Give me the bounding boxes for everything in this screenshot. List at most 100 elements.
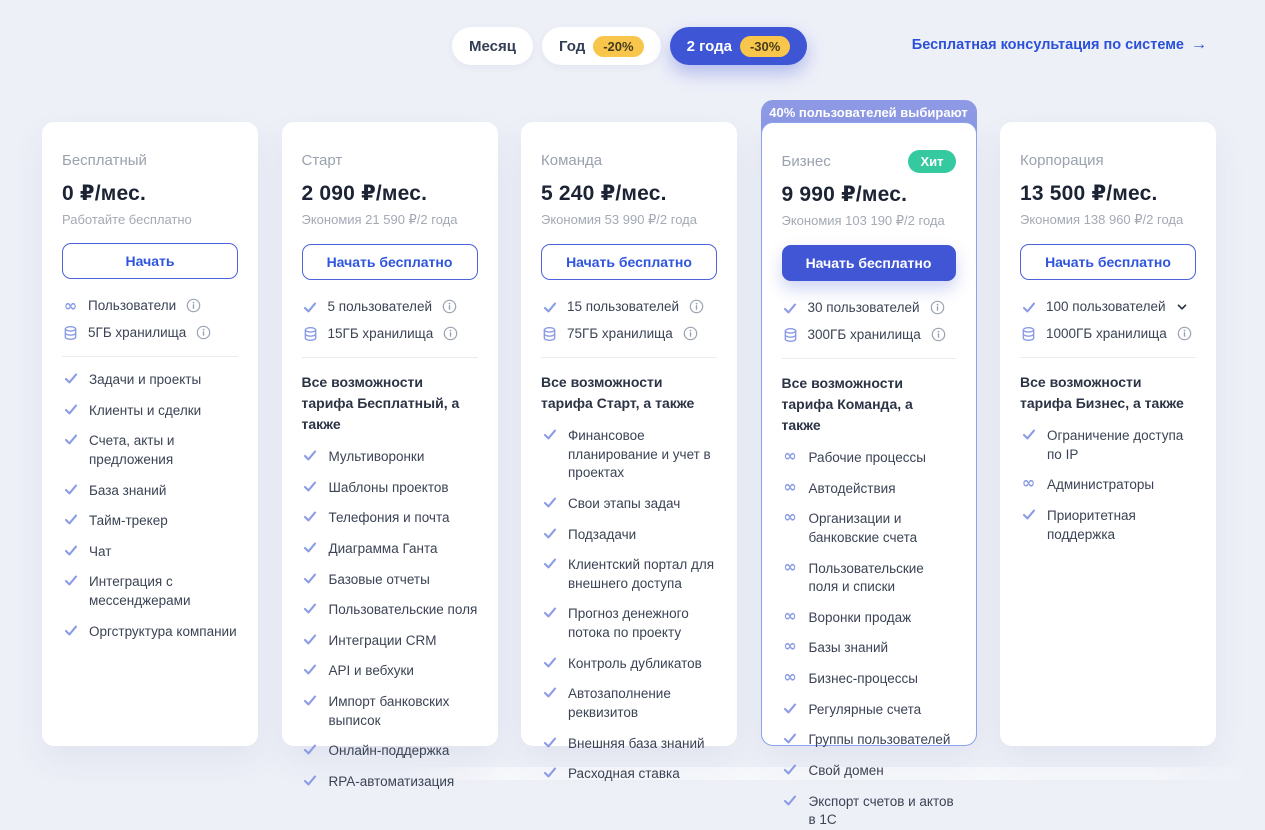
plan-cta-button[interactable]: Начать бесплатно — [781, 245, 956, 281]
divider — [301, 357, 478, 358]
info-icon[interactable] — [931, 327, 946, 342]
resource-trailing[interactable] — [442, 299, 457, 314]
feature-label: Мультиворонки — [328, 449, 425, 464]
plan-cta-button[interactable]: Начать бесплатно — [1020, 244, 1196, 280]
feature-item: Прогноз денежного потока по проекту — [541, 605, 717, 642]
feature-label: Импорт банковских выписок — [328, 694, 450, 728]
resource-icon-col — [62, 324, 79, 341]
database-icon — [63, 325, 78, 341]
plan-card-corporation: Корпорация 13 500 ₽/мес. Экономия 138 96… — [1000, 122, 1216, 746]
info-icon[interactable] — [442, 299, 457, 314]
feature-label: Прогноз денежного потока по проекту — [568, 606, 689, 640]
billing-option-two-years[interactable]: 2 года -30% — [669, 27, 808, 65]
features-list: ∞ Рабочие процессы ∞ Автодействия ∞ Организац… — [782, 448, 956, 830]
features-header: Все возможности тарифа Бизнес, а также — [1020, 374, 1184, 411]
resource-trailing[interactable] — [1176, 301, 1188, 313]
check-icon — [303, 663, 317, 676]
feature-item: Внешняя база знаний — [541, 735, 717, 754]
feature-icon-col — [541, 685, 558, 722]
plan-cta-button[interactable]: Начать бесплатно — [301, 244, 478, 280]
info-icon[interactable] — [196, 325, 211, 340]
feature-icon-col — [302, 479, 319, 498]
feature-label: Клиенты и сделки — [89, 402, 202, 418]
resource-icon-col — [782, 301, 799, 315]
resource-trailing[interactable] — [931, 327, 946, 342]
check-icon — [64, 483, 78, 496]
consult-link[interactable]: Бесплатная консультация по системе → — [911, 37, 1207, 54]
feature-label: Базовые отчеты — [328, 571, 430, 587]
check-icon — [303, 301, 317, 314]
plan-head: Бесплатный — [62, 147, 238, 173]
feature-item: Группы пользователей — [782, 731, 956, 750]
plans-row: Бесплатный 0 ₽/мес. Работайте бесплатно … — [42, 100, 1216, 827]
resource-trailing[interactable] — [186, 298, 201, 313]
resource-icon-col — [302, 300, 319, 314]
check-icon — [1022, 301, 1036, 314]
feature-label: Онлайн-поддержка — [328, 743, 450, 759]
feature-label: Приоритетная поддержка — [1047, 507, 1136, 542]
info-icon[interactable] — [1177, 326, 1192, 341]
resource-label: 100 пользователей — [1046, 299, 1166, 314]
feature-icon-col: ∞ — [782, 638, 799, 658]
plan-cta-button[interactable]: Начать бесплатно — [541, 244, 717, 280]
resource-trailing[interactable] — [196, 325, 211, 340]
check-icon — [543, 686, 557, 699]
feature-icon-col — [782, 762, 799, 781]
feature-label: Интеграции CRM — [328, 632, 437, 648]
resource-trailing[interactable] — [930, 300, 945, 315]
plan-name: Старт — [301, 151, 343, 169]
resource-trailing[interactable] — [1177, 326, 1192, 341]
info-icon[interactable] — [689, 299, 704, 314]
feature-item: ∞ Автодействия — [782, 478, 956, 499]
feature-label: Контроль дубликатов — [568, 655, 702, 671]
feature-label: Рабочие процессы — [808, 450, 926, 465]
feature-label: Интеграция с мессенджерами — [89, 574, 191, 608]
billing-option-month[interactable]: Месяц — [452, 27, 533, 65]
plan-subtitle: Экономия 138 960 ₽/2 года — [1020, 212, 1184, 227]
feature-label: База знаний — [89, 482, 167, 498]
info-icon[interactable] — [930, 300, 945, 315]
feature-label: Телефония и почта — [328, 510, 450, 526]
info-icon[interactable] — [186, 298, 201, 313]
resource-row: 15ГБ хранилища — [302, 325, 478, 342]
check-icon — [783, 302, 797, 315]
plan-subtitle: Экономия 103 190 ₽/2 года — [781, 213, 945, 228]
resource-trailing[interactable] — [689, 299, 704, 314]
feature-icon-col — [541, 655, 558, 674]
plan-name: Команда — [541, 151, 603, 169]
check-icon — [303, 694, 317, 707]
check-icon — [64, 403, 78, 416]
feature-icon-col — [1020, 507, 1037, 544]
resource-label: 15 пользователей — [567, 299, 679, 314]
feature-icon-col: ∞ — [782, 478, 799, 499]
chevron-down-icon[interactable] — [1176, 301, 1188, 313]
features-header: Все возможности тарифа Команда, а также — [781, 375, 913, 433]
database-icon — [1021, 326, 1036, 342]
feature-icon-col — [782, 701, 799, 720]
resource-trailing[interactable] — [443, 326, 458, 341]
feature-item: Контроль дубликатов — [541, 655, 717, 674]
billing-option-label: 2 года — [686, 37, 732, 55]
resource-trailing[interactable] — [683, 326, 698, 341]
resource-label: Пользователи — [88, 298, 177, 313]
feature-icon-col — [302, 662, 319, 681]
info-icon[interactable] — [683, 326, 698, 341]
plan-head: Корпорация — [1020, 147, 1196, 173]
check-icon — [783, 732, 797, 745]
consult-link-label: Бесплатная консультация по системе — [911, 37, 1184, 53]
feature-icon-col — [302, 632, 319, 651]
plan-card-business: 40% пользователей выбирают Бизнес Хит 9 … — [760, 100, 977, 827]
check-icon — [64, 574, 78, 587]
plan-price: 5 240 ₽/мес. — [541, 182, 667, 205]
feature-icon-col — [302, 742, 319, 761]
plan-card-body: Команда 5 240 ₽/мес. Экономия 53 990 ₽/2… — [521, 122, 737, 781]
feature-item: ∞ Пользовательские поля и списки — [782, 558, 956, 597]
plan-cta-button[interactable]: Начать — [62, 243, 238, 279]
feature-label: Шаблоны проектов — [328, 479, 449, 495]
feature-item: Чат — [62, 543, 238, 562]
billing-option-year[interactable]: Год -20% — [541, 27, 661, 65]
info-icon[interactable] — [443, 326, 458, 341]
feature-label: Счета, акты и предложения — [89, 433, 175, 467]
check-icon — [543, 496, 557, 509]
resource-icon-col — [1020, 300, 1037, 314]
